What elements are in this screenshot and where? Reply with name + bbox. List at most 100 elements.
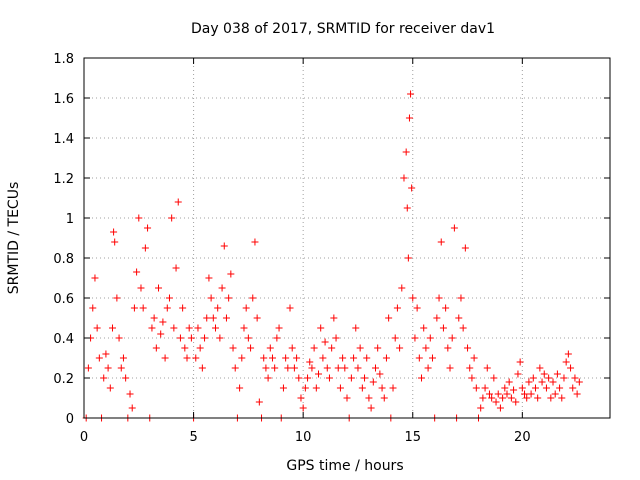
data-point-marker xyxy=(396,344,404,352)
data-point-marker xyxy=(523,394,531,402)
x-tick-label: 15 xyxy=(404,430,421,445)
data-point-marker xyxy=(382,354,390,362)
data-point-marker xyxy=(275,324,283,332)
y-tick-label: 0.8 xyxy=(53,252,74,267)
data-point-marker xyxy=(150,314,158,322)
data-point-marker xyxy=(569,384,577,392)
data-point-marker xyxy=(470,354,478,362)
data-point-marker xyxy=(100,374,108,382)
data-point-marker xyxy=(477,404,485,412)
data-point-marker xyxy=(352,324,360,332)
data-point-marker xyxy=(183,354,191,362)
x-axis-ticks: 0 5 10 15 20 xyxy=(80,58,531,445)
data-point-marker xyxy=(308,364,316,372)
data-point-marker xyxy=(464,344,472,352)
data-point-marker xyxy=(490,374,498,382)
grid-lines xyxy=(84,58,610,418)
data-point-marker xyxy=(422,344,430,352)
data-point-marker xyxy=(369,378,377,386)
data-point-marker xyxy=(231,364,239,372)
data-point-marker xyxy=(161,354,169,362)
data-point-marker xyxy=(185,324,193,332)
data-point-marker xyxy=(89,304,97,312)
data-point-marker xyxy=(428,354,436,362)
data-point-marker xyxy=(240,324,248,332)
data-point-marker xyxy=(468,374,476,382)
data-point-marker xyxy=(91,274,99,282)
data-point-marker xyxy=(481,384,489,392)
data-point-marker xyxy=(115,334,123,342)
data-point-marker xyxy=(575,378,583,386)
data-point-marker xyxy=(518,384,526,392)
data-point-marker xyxy=(214,304,222,312)
data-point-marker xyxy=(405,114,413,122)
data-point-marker xyxy=(279,384,287,392)
data-point-marker xyxy=(398,284,406,292)
data-point-marker xyxy=(367,404,375,412)
data-point-marker xyxy=(301,384,309,392)
data-point-marker xyxy=(192,354,200,362)
data-point-marker xyxy=(404,254,412,262)
data-points xyxy=(82,90,583,422)
data-point-marker xyxy=(203,314,211,322)
x-tick-label: 20 xyxy=(514,430,531,445)
data-point-marker xyxy=(266,344,274,352)
data-point-marker xyxy=(126,390,134,398)
y-tick-label: 0.2 xyxy=(53,372,74,387)
data-point-marker xyxy=(299,404,307,412)
data-point-marker xyxy=(409,294,417,302)
data-point-marker xyxy=(448,334,456,342)
data-point-marker xyxy=(117,364,125,372)
data-point-marker xyxy=(376,370,384,378)
y-tick-label: 1.8 xyxy=(53,52,74,67)
data-point-marker xyxy=(168,214,176,222)
data-point-marker xyxy=(525,378,533,386)
data-point-marker xyxy=(483,364,491,372)
data-point-marker xyxy=(551,390,559,398)
data-point-marker xyxy=(238,354,246,362)
data-point-marker xyxy=(174,198,182,206)
data-point-marker xyxy=(212,324,219,332)
data-point-marker xyxy=(306,358,314,366)
data-point-marker xyxy=(332,334,340,342)
data-point-marker xyxy=(424,364,432,372)
chart-title: Day 038 of 2017, SRMTID for receiver dav… xyxy=(191,21,495,37)
data-point-marker xyxy=(155,284,163,292)
data-point-marker xyxy=(262,364,270,372)
data-point-marker xyxy=(264,374,272,382)
data-point-marker xyxy=(148,324,156,332)
data-point-marker xyxy=(529,374,537,382)
data-point-marker xyxy=(461,244,469,252)
y-tick-label: 0.4 xyxy=(53,332,74,347)
data-point-marker xyxy=(433,314,441,322)
data-point-marker xyxy=(499,394,507,402)
data-point-marker xyxy=(111,238,119,246)
data-point-marker xyxy=(249,294,257,302)
data-point-marker xyxy=(400,174,408,182)
data-point-marker xyxy=(514,370,522,378)
data-point-marker xyxy=(567,364,575,372)
data-point-marker xyxy=(378,384,386,392)
data-point-marker xyxy=(560,374,568,382)
data-point-marker xyxy=(317,324,325,332)
data-point-marker xyxy=(95,354,103,362)
data-point-marker xyxy=(512,398,520,406)
data-point-marker xyxy=(356,344,364,352)
data-point-marker xyxy=(496,404,504,412)
data-point-marker xyxy=(446,364,454,372)
data-point-marker xyxy=(288,344,296,352)
data-point-marker xyxy=(282,354,290,362)
data-point-marker xyxy=(507,394,515,402)
data-point-marker xyxy=(505,378,513,386)
data-point-marker xyxy=(420,324,428,332)
data-point-marker xyxy=(321,338,329,346)
y-tick-label: 0 xyxy=(66,412,74,427)
data-point-marker xyxy=(558,394,566,402)
data-point-marker xyxy=(104,364,112,372)
data-point-marker xyxy=(319,354,327,362)
data-point-marker xyxy=(225,294,233,302)
data-point-marker xyxy=(108,324,116,332)
data-point-marker xyxy=(350,354,358,362)
data-point-marker xyxy=(130,304,138,312)
